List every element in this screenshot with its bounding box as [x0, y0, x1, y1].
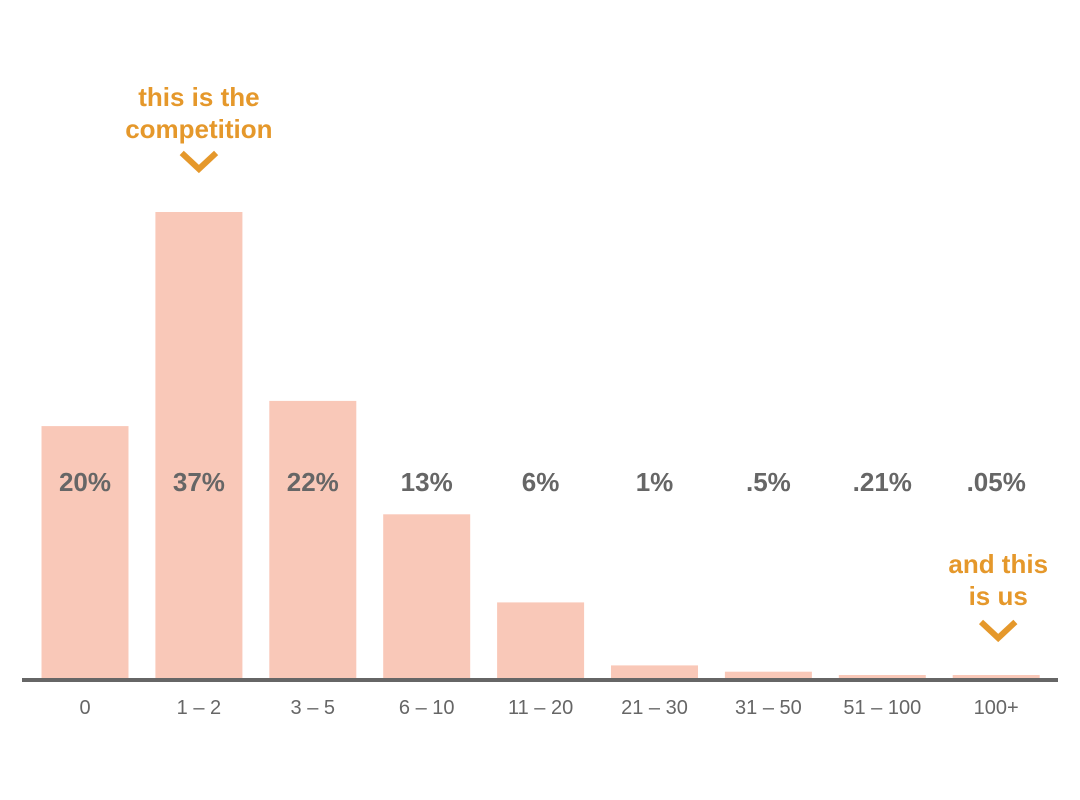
- bar: [155, 212, 243, 678]
- bar: [383, 514, 471, 678]
- x-tick-label: 3 – 5: [291, 697, 335, 719]
- x-tick-label: 6 – 10: [399, 697, 455, 719]
- annotation-text: competition: [125, 114, 272, 144]
- bar-value-label: 20%: [59, 467, 111, 497]
- bar: [269, 400, 357, 678]
- bar: [952, 675, 1040, 678]
- x-tick-label: 1 – 2: [177, 697, 221, 719]
- x-tick-label: 0: [79, 697, 90, 719]
- bar-value-label: .05%: [967, 467, 1026, 497]
- bar: [838, 675, 926, 678]
- x-tick-label: 31 – 50: [735, 697, 802, 719]
- x-tick-label: 100+: [974, 697, 1019, 719]
- tick-labels-group: 0 1 – 2 3 – 5 6 – 10 11 – 20 21 – 30 31 – 50 51…: [79, 697, 1018, 719]
- annotation-text: and this: [948, 549, 1048, 579]
- bar: [41, 426, 129, 678]
- bar: [611, 665, 698, 678]
- annotation-text: this is the: [138, 82, 259, 112]
- bar-value-label: 37%: [173, 467, 225, 497]
- bar-value-label: 13%: [401, 467, 453, 497]
- bar: [724, 671, 812, 678]
- bar-value-label: 6%: [522, 467, 560, 497]
- x-tick-label: 51 – 100: [843, 697, 921, 719]
- x-tick-label: 11 – 20: [508, 697, 573, 719]
- value-labels-group: 20% 37% 22% 13% 6% 1% .5% .21% .05%: [59, 467, 1026, 497]
- x-tick-label: 21 – 30: [621, 697, 688, 719]
- chevron-down-icon: [978, 619, 1018, 643]
- bars-group: [41, 212, 1040, 678]
- bar-value-label: .5%: [746, 467, 791, 497]
- bar-value-label: 22%: [287, 467, 339, 497]
- bar-value-label: 1%: [636, 467, 674, 497]
- chevron-down-icon: [179, 150, 219, 174]
- bar-value-label: .21%: [853, 467, 912, 497]
- annotation-text: is us: [969, 581, 1028, 611]
- bar: [497, 602, 585, 678]
